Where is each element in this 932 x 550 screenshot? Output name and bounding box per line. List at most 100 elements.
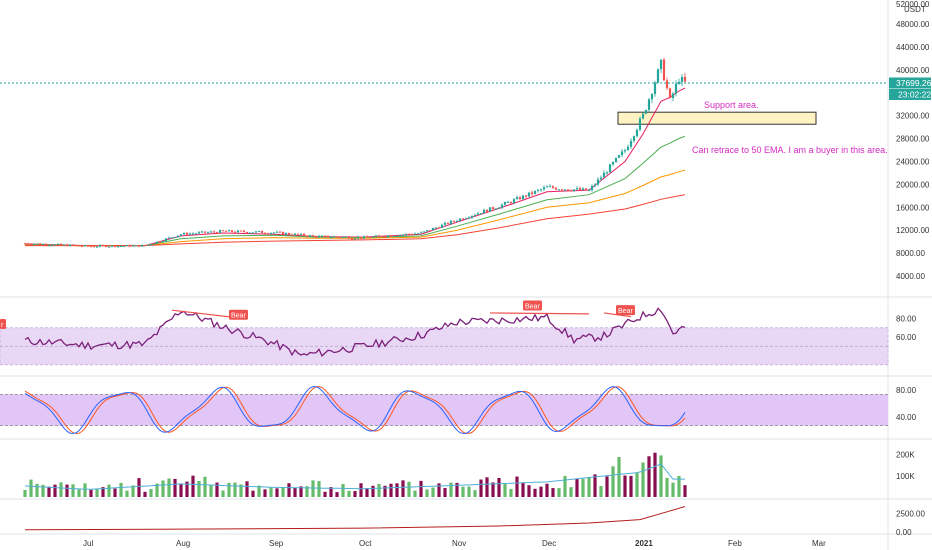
volume-bar (335, 492, 339, 497)
candle-body (593, 184, 597, 186)
candle-body (218, 230, 222, 233)
volume-bar (179, 483, 183, 497)
stoch-rsi-panel[interactable] (0, 385, 888, 434)
candle-body (50, 245, 54, 247)
time-tick-label: Nov (452, 539, 466, 548)
candle-body (119, 245, 123, 247)
volume-tick-label: 100K (896, 472, 915, 481)
volume-bar (161, 480, 165, 497)
obv-tick-label: 0.00 (896, 528, 912, 537)
candle-body (566, 189, 570, 191)
volume-bar (533, 488, 537, 497)
candle-body (53, 244, 57, 246)
volume-bar (515, 476, 519, 497)
price-panel[interactable]: Support area. Can retrace to 50 EMA. I a… (0, 57, 888, 249)
candle-body (623, 150, 627, 152)
candle-body (548, 186, 552, 188)
volume-bar (65, 484, 69, 497)
time-axis[interactable]: Jul Aug Sep Oct Nov Dec 2021 Feb Mar (83, 539, 826, 548)
bear-tag[interactable]: Bear (616, 305, 635, 316)
volume-bar (539, 486, 543, 497)
candle-body (260, 231, 264, 233)
price-tick-label: 24000.00 (896, 157, 930, 166)
candle-body (347, 236, 351, 239)
volume-bar (317, 481, 321, 497)
time-tick-label: Dec (542, 539, 556, 548)
ema-lines (24, 87, 686, 247)
volume-bar (449, 482, 453, 497)
candle-body (137, 245, 141, 247)
ema-line-2 (24, 135, 686, 247)
price-axis-unit: USDT (904, 5, 926, 14)
stoch-axis: 80.00 40.00 (896, 386, 917, 422)
volume-bar (95, 488, 99, 497)
volume-bar (251, 490, 255, 497)
candle-body (380, 235, 384, 237)
candle-body (356, 237, 360, 239)
volume-panel[interactable] (23, 452, 687, 497)
rsi-axis: 80.00 60.00 (896, 315, 917, 343)
candle-body (578, 188, 582, 190)
volume-bar (509, 488, 513, 497)
volume-bar (479, 479, 483, 497)
candle-body (515, 197, 519, 200)
candle-body (611, 162, 615, 165)
candle-body (512, 199, 516, 203)
candle-body (197, 232, 201, 234)
obv-panel[interactable] (24, 506, 686, 531)
candle-body (353, 238, 357, 240)
candle-body (518, 197, 522, 200)
candle-body (656, 69, 660, 83)
volume-tick-label: 200K (896, 451, 915, 460)
candle-body (527, 192, 531, 197)
support-annotation[interactable]: Support area. (704, 100, 759, 110)
candle-body (581, 188, 585, 190)
candle-body (65, 244, 69, 247)
candle-body (176, 235, 180, 238)
rsi-tick-label: 80.00 (896, 315, 917, 324)
volume-bar (503, 484, 507, 497)
candle-body (170, 237, 174, 239)
support-zone[interactable] (617, 111, 817, 125)
volume-bar (329, 487, 333, 497)
candle-body (599, 177, 603, 180)
candle-body (182, 232, 186, 235)
candle-body (233, 231, 237, 233)
candle-body (89, 246, 93, 248)
volume-bar (443, 488, 447, 497)
volume-bar (545, 483, 549, 497)
candle-body (266, 233, 270, 235)
candle-body (662, 59, 666, 81)
candle-body (428, 230, 432, 232)
candle-body (602, 172, 606, 178)
candle-body (86, 245, 90, 247)
candle-body (509, 201, 513, 203)
candle-body (626, 146, 630, 151)
volume-bar (41, 484, 45, 497)
volume-bar (257, 485, 261, 497)
candle-body (38, 243, 42, 245)
volume-bar (659, 455, 663, 497)
candle-body (29, 244, 33, 246)
candle-body (473, 214, 477, 216)
bear-tag[interactable]: Bear (229, 309, 248, 320)
time-tick-label: Feb (728, 539, 742, 548)
volume-bar (221, 490, 225, 497)
price-axis[interactable]: 52000.0048000.0044000.0040000.0036000.00… (896, 0, 930, 281)
price-tick-label: 8000.00 (896, 249, 925, 258)
candle-body (650, 94, 654, 100)
candle-body (290, 234, 294, 236)
bear-tag[interactable]: Bear (523, 300, 542, 311)
candle-body (476, 213, 480, 215)
candle-body (479, 213, 483, 215)
candle-body (584, 188, 588, 191)
candle-body (605, 172, 609, 174)
candle-body (80, 245, 84, 247)
candle-body (359, 237, 363, 239)
candle-body (251, 232, 255, 234)
retrace-annotation[interactable]: Can retrace to 50 EMA. I am a buyer in t… (692, 145, 888, 155)
candle-body (416, 233, 420, 235)
candle-body (644, 109, 648, 114)
rsi-panel[interactable]: Bear Bear Bear r (0, 300, 889, 366)
